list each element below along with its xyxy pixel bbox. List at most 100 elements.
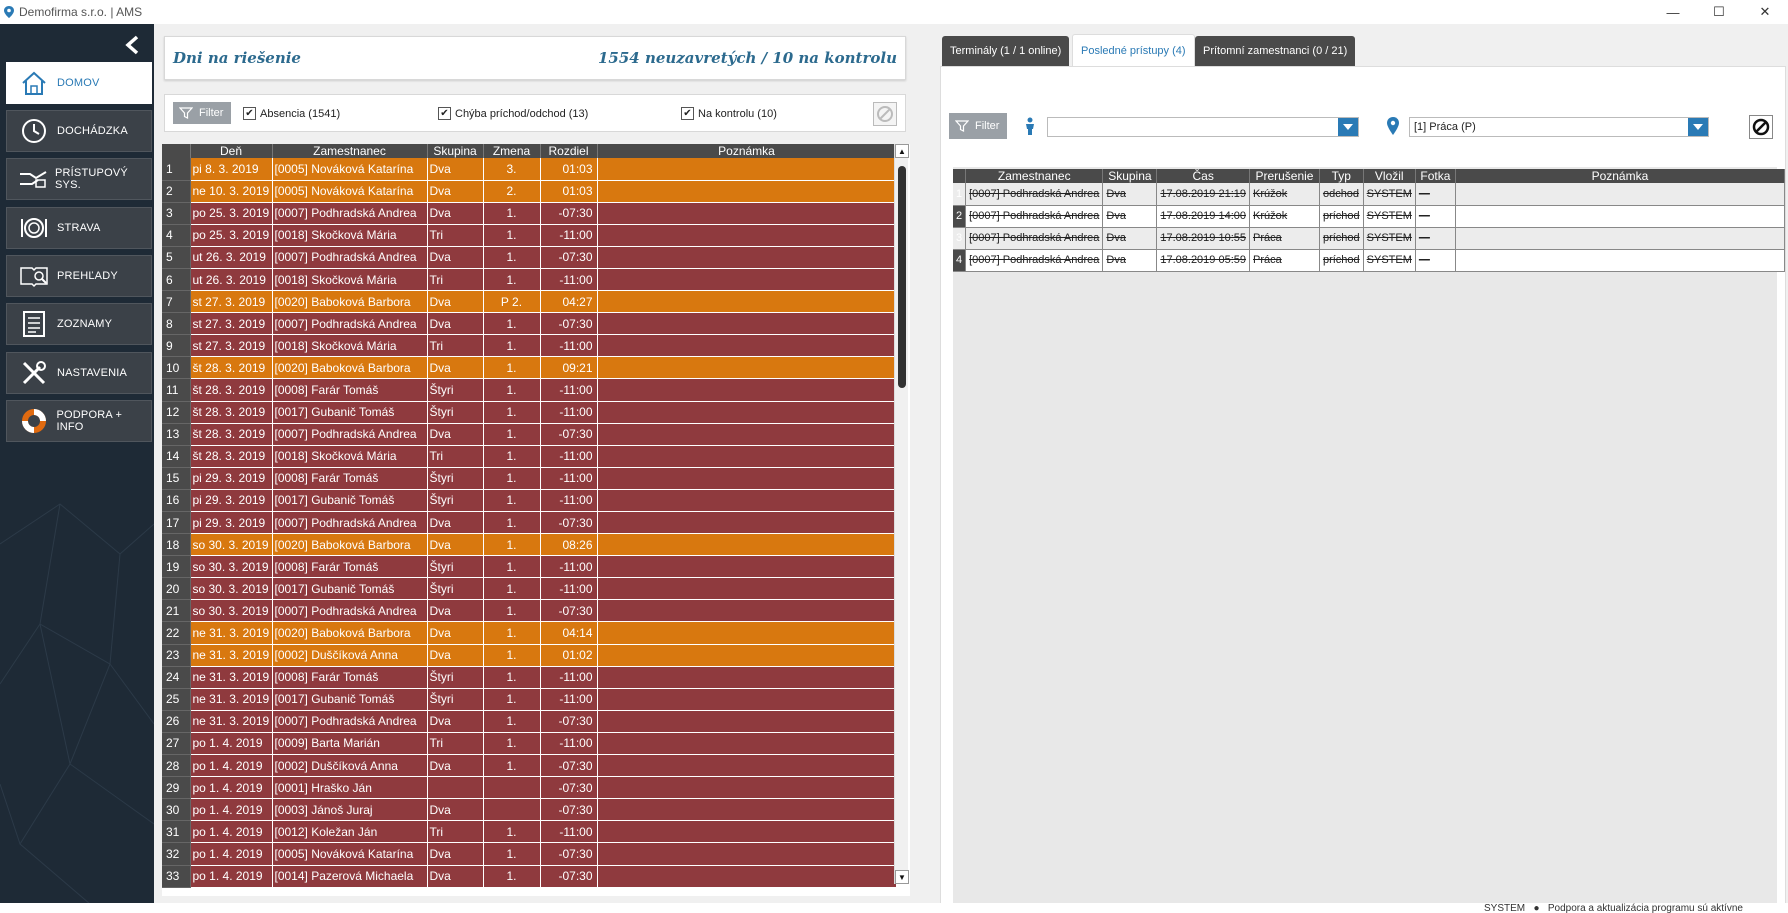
- tab-terminaly[interactable]: Terminály (1 / 1 online): [942, 36, 1070, 66]
- cell-skupina: Tri: [427, 820, 484, 844]
- cell-poznamka: [597, 754, 897, 778]
- table-row[interactable]: 29 po 1. 4. 2019 [0001] Hraško Ján -07:30: [162, 776, 897, 800]
- cell-den: po 1. 4. 2019: [190, 842, 273, 866]
- cell-den: pi 29. 3. 2019: [190, 489, 273, 513]
- chevron-down-icon[interactable]: [1338, 118, 1358, 136]
- column-header-prerusenie[interactable]: Prerušenie: [1249, 169, 1320, 183]
- table-row[interactable]: 18 so 30. 3. 2019 [0020] Baboková Barbora D…: [162, 533, 897, 557]
- sidebar-item-prehlady[interactable]: PREHĽADY: [6, 255, 152, 297]
- table-row[interactable]: 25 ne 31. 3. 2019 [0017] Gubanič Tomáš Štyr…: [162, 688, 897, 711]
- cell-skupina: Dva: [427, 246, 484, 269]
- cell-zamestnanec: [0018] Skočková Mária: [272, 224, 428, 247]
- maximize-button[interactable]: ☐: [1713, 4, 1725, 19]
- column-header-rozdiel[interactable]: Rozdiel: [540, 144, 598, 158]
- cell-zmena: 1.: [483, 666, 541, 689]
- table-row[interactable]: 1 [0007] Podhradská Andrea Dva 17.08.2019 2…: [953, 183, 1786, 206]
- table-row[interactable]: 11 št 28. 3. 2019 [0008] Farár Tomáš Štyri 1…: [162, 378, 897, 402]
- table-row[interactable]: 15 pi 29. 3. 2019 [0008] Farár Tomáš Štyri 1…: [162, 467, 897, 490]
- to-review-checkbox[interactable]: ✔ Na kontrolu (10): [681, 107, 777, 120]
- table-row[interactable]: 22 ne 31. 3. 2019 [0020] Baboková Barbora D…: [162, 621, 897, 645]
- cell-prerusenie: Krúžok: [1249, 183, 1320, 206]
- sidebar-item-dochadzka[interactable]: DOCHÁDZKA: [6, 110, 152, 152]
- table-row[interactable]: 12 št 28. 3. 2019 [0017] Gubanič Tomáš Štyr…: [162, 401, 897, 424]
- cell-typ: príchod: [1319, 205, 1364, 228]
- chevron-down-icon[interactable]: [1688, 118, 1708, 136]
- column-header-poznamka[interactable]: Poznámka: [1455, 169, 1786, 183]
- scroll-up-icon[interactable]: ▲: [895, 144, 909, 158]
- column-header-skupina[interactable]: Skupina: [427, 144, 484, 158]
- sidebar-item-podpora[interactable]: PODPORA + INFO: [6, 400, 152, 442]
- table-row[interactable]: 28 po 1. 4. 2019 [0002] Duščíková Anna Dva 1…: [162, 754, 897, 778]
- table-row[interactable]: 31 po 1. 4. 2019 [0012] Koležan Ján Tri 1. -1…: [162, 820, 897, 844]
- cell-zmena: 1.: [483, 268, 541, 292]
- table-scrollbar[interactable]: ▲ ▼: [894, 144, 909, 884]
- table-row[interactable]: 14 št 28. 3. 2019 [0018] Skočková Mária Tri…: [162, 445, 897, 468]
- table-row[interactable]: 10 št 28. 3. 2019 [0020] Baboková Barbora D…: [162, 356, 897, 380]
- cell-den: ne 31. 3. 2019: [190, 688, 273, 711]
- table-row[interactable]: 4 po 25. 3. 2019 [0018] Skočková Mária Tri 1…: [162, 224, 897, 247]
- absence-checkbox[interactable]: ✔ Absencia (1541): [243, 107, 340, 120]
- column-header-typ[interactable]: Typ: [1319, 169, 1364, 183]
- sidebar-item-domov[interactable]: DOMOV: [6, 62, 152, 104]
- filter-button[interactable]: Filter: [173, 102, 232, 124]
- table-row[interactable]: 19 so 30. 3. 2019 [0008] Farár Tomáš Štyri 1…: [162, 555, 897, 579]
- column-header-zmena[interactable]: Zmena: [483, 144, 541, 158]
- close-button[interactable]: ✕: [1759, 4, 1771, 19]
- table-row[interactable]: 26 ne 31. 3. 2019 [0007] Podhradská Andrea…: [162, 710, 897, 733]
- table-row[interactable]: 33 po 1. 4. 2019 [0014] Pazerová Michaela D…: [162, 865, 897, 888]
- table-row[interactable]: 21 so 30. 3. 2019 [0007] Podhradská Andrea…: [162, 599, 897, 623]
- location-select[interactable]: [1] Práca (P): [1409, 117, 1709, 137]
- access-filter-button[interactable]: Filter: [949, 113, 1008, 139]
- column-header-skupina[interactable]: Skupina: [1102, 169, 1158, 183]
- row-number: 32: [162, 842, 191, 866]
- tab-pritomni-zamestnanci[interactable]: Prítomní zamestnanci (0 / 21): [1195, 36, 1356, 66]
- scrollbar-thumb[interactable]: [898, 166, 906, 388]
- column-header-cas[interactable]: Čas: [1156, 169, 1250, 183]
- column-header-den[interactable]: Deň: [190, 144, 273, 158]
- table-row[interactable]: 30 po 1. 4. 2019 [0003] Jánoš Juraj Dva -07:…: [162, 798, 897, 822]
- collapse-sidebar-icon[interactable]: [122, 34, 144, 56]
- table-row[interactable]: 3 [0007] Podhradská Andrea Dva 17.08.2019 1…: [953, 227, 1786, 250]
- table-row[interactable]: 23 ne 31. 3. 2019 [0002] Duščíková Anna Dva…: [162, 644, 897, 667]
- table-row[interactable]: 2 [0007] Podhradská Andrea Dva 17.08.2019 1…: [953, 205, 1786, 228]
- table-row[interactable]: 5 ut 26. 3. 2019 [0007] Podhradská Andrea D…: [162, 246, 897, 269]
- column-header-vlozil[interactable]: Vložil: [1363, 169, 1416, 183]
- table-row[interactable]: 13 št 28. 3. 2019 [0007] Podhradská Andrea…: [162, 423, 897, 446]
- column-header-zamestnanec[interactable]: Zamestnanec: [272, 144, 428, 158]
- table-row[interactable]: 4 [0007] Podhradská Andrea Dva 17.08.2019 0…: [953, 249, 1786, 272]
- access-list-area: [953, 167, 1777, 907]
- access-clear-button[interactable]: [1749, 115, 1773, 139]
- cell-rozdiel: -07:30: [540, 599, 598, 623]
- sidebar-item-nastavenia[interactable]: NASTAVENIA: [6, 352, 152, 394]
- minimize-button[interactable]: —: [1666, 4, 1680, 20]
- cell-poznamka: [597, 688, 897, 711]
- table-row[interactable]: 6 ut 26. 3. 2019 [0018] Skočková Mária Tri 1…: [162, 268, 897, 292]
- sidebar-item-zoznamy[interactable]: ZOZNAMY: [6, 303, 152, 345]
- cell-poznamka: [597, 445, 897, 468]
- table-row[interactable]: 24 ne 31. 3. 2019 [0008] Farár Tomáš Štyri 1…: [162, 666, 897, 689]
- sidebar-item-strava[interactable]: STRAVA: [6, 207, 152, 249]
- tab-posledne-pristupy[interactable]: Posledné prístupy (4): [1072, 34, 1195, 66]
- table-row[interactable]: 27 po 1. 4. 2019 [0009] Barta Marián Tri 1. -…: [162, 732, 897, 756]
- column-header-poznamka[interactable]: Poznámka: [597, 144, 897, 158]
- cell-rozdiel: 04:27: [540, 290, 598, 314]
- missing-punch-checkbox[interactable]: ✔ Chýba príchod/odchod (13): [438, 107, 588, 120]
- table-row[interactable]: 3 po 25. 3. 2019 [0007] Podhradská Andrea D…: [162, 202, 897, 225]
- status-bar: SYSTEM ● Podpora a aktualizácia programu…: [0, 903, 1788, 913]
- scroll-down-icon[interactable]: ▼: [895, 870, 909, 884]
- person-select[interactable]: [1047, 117, 1359, 137]
- table-row[interactable]: 20 so 30. 3. 2019 [0017] Gubanič Tomáš Štyr…: [162, 577, 897, 601]
- row-number-header: [162, 144, 191, 158]
- table-row[interactable]: 32 po 1. 4. 2019 [0005] Nováková Katarína D…: [162, 842, 897, 866]
- table-row[interactable]: 1 pi 8. 3. 2019 [0005] Nováková Katarína Dv…: [162, 158, 897, 181]
- table-row[interactable]: 2 ne 10. 3. 2019 [0005] Nováková Katarína D…: [162, 180, 897, 203]
- clear-filter-button[interactable]: [873, 102, 897, 126]
- column-header-zamestnanec[interactable]: Zamestnanec: [965, 169, 1104, 183]
- table-row[interactable]: 16 pi 29. 3. 2019 [0017] Gubanič Tomáš Štyr…: [162, 489, 897, 513]
- column-header-fotka[interactable]: Fotka: [1415, 169, 1456, 183]
- table-row[interactable]: 17 pi 29. 3. 2019 [0007] Podhradská Andrea…: [162, 511, 897, 535]
- sidebar-item-pristupovy[interactable]: PRÍSTUPOVÝ SYS.: [6, 158, 152, 200]
